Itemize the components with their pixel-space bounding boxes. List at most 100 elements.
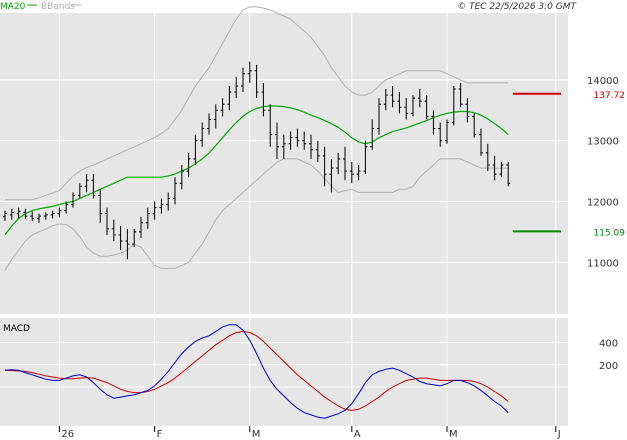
x-tick-label: M — [449, 429, 458, 440]
ohlc-bar — [322, 146, 327, 187]
ohlc-bar — [241, 67, 245, 93]
support-label: 115.09 — [594, 228, 626, 238]
price-tick-label: 13000 — [587, 137, 619, 148]
macd-grid — [0, 318, 568, 426]
ohlc-bar — [288, 131, 293, 150]
ohlc-bar — [186, 152, 191, 178]
ohlc-bar — [458, 82, 463, 108]
ma20-line — [4, 105, 509, 236]
ohlc-bar — [431, 110, 436, 135]
ohlc-bar — [485, 143, 490, 172]
ohlc-bar — [336, 152, 341, 175]
ohlc-bar — [349, 161, 354, 184]
ohlc-bar — [492, 155, 497, 181]
ohlc-bar — [438, 122, 443, 147]
legend-bbands: BBands — [41, 2, 75, 12]
bband-lower-line — [4, 158, 509, 271]
ohlc-bar — [84, 174, 89, 193]
price-panel — [0, 13, 568, 314]
ohlc-bar — [268, 104, 273, 147]
ohlc-bar — [220, 98, 225, 117]
ohlc-bar — [479, 128, 483, 156]
x-tick-label: J — [557, 429, 561, 440]
ohlc-bar — [23, 208, 28, 219]
copyright-text: © TEC 22/5/2026 3:0 GMT — [457, 2, 577, 12]
ohlc-bar — [98, 189, 103, 223]
ohlc-bar — [105, 207, 109, 235]
price-tick-label: 12000 — [587, 198, 619, 209]
ohlc-bar — [281, 134, 286, 159]
ohlc-bar — [16, 207, 21, 219]
ohlc-bar — [383, 89, 388, 111]
ohlc-bar — [261, 82, 266, 117]
ohlc-bar — [390, 85, 395, 108]
price-tick-label: 14000 — [587, 76, 619, 87]
ohlc-bar — [132, 228, 137, 248]
ohlc-bar — [424, 95, 429, 120]
ma20-layer — [4, 105, 509, 236]
ohlc-bar — [275, 122, 279, 159]
ohlc-bar — [295, 128, 300, 147]
ohlc-bar — [50, 210, 55, 219]
x-tick-label: 26 — [61, 429, 74, 440]
price-bars — [3, 61, 511, 260]
ohlc-bar — [193, 134, 198, 166]
ohlc-bar — [173, 177, 177, 205]
ohlc-bar — [207, 113, 211, 135]
ohlc-bar — [3, 210, 7, 221]
ohlc-bar — [166, 192, 171, 211]
ohlc-bar — [465, 98, 470, 123]
ohlc-bar — [71, 192, 75, 208]
ohlc-bar — [57, 207, 62, 218]
macd-signal-line — [4, 330, 509, 411]
ohlc-bar — [363, 140, 368, 175]
ohlc-bar — [315, 140, 320, 162]
ohlc-bar — [370, 119, 375, 150]
reference-lines: 137.72 115.09 — [513, 91, 626, 238]
macd-title: MACD — [3, 324, 30, 334]
ohlc-bar — [125, 228, 130, 260]
ohlc-bar — [499, 161, 504, 178]
ohlc-bar — [159, 198, 164, 214]
y-axis-labels: 11000 12000 13000 14000 200 400 — [587, 76, 619, 372]
resistance-label: 137.72 — [594, 91, 626, 101]
ohlc-bar — [234, 76, 239, 99]
ohlc-bar — [30, 211, 35, 221]
ohlc-bar — [247, 61, 252, 83]
bbands-layer — [4, 6, 509, 271]
ohlc-bar — [213, 104, 218, 129]
ohlc-bar — [302, 131, 307, 150]
x-tick-label: M — [252, 429, 261, 440]
ohlc-bar — [329, 158, 334, 193]
ohlc-bar — [111, 219, 116, 242]
ohlc-bar — [397, 92, 402, 114]
ohlc-bar — [254, 64, 259, 99]
ohlc-bar — [9, 208, 14, 220]
macd-tick-label: 400 — [599, 338, 618, 349]
ohlc-bar — [139, 216, 143, 238]
macd-line — [4, 324, 509, 419]
ohlc-bar — [451, 85, 456, 126]
legend-ma20: MA20 — [0, 2, 26, 12]
ohlc-bar — [179, 165, 184, 190]
ohlc-bar — [152, 201, 157, 220]
ohlc-bar — [118, 225, 123, 251]
price-tick-label: 11000 — [587, 258, 619, 269]
macd-tick-label: 200 — [599, 361, 618, 372]
macd-panel — [0, 318, 568, 426]
ohlc-bar — [91, 174, 96, 199]
ohlc-bar — [309, 134, 313, 159]
ohlc-bar — [227, 85, 232, 111]
ohlc-bar — [64, 201, 69, 214]
x-tick-label: A — [354, 429, 361, 440]
x-tick-label: F — [157, 429, 163, 440]
ohlc-bar — [445, 119, 449, 144]
bband-upper-line — [5, 6, 509, 201]
ohlc-bar — [377, 98, 381, 135]
ohlc-bar — [417, 89, 422, 108]
ohlc-bar — [343, 146, 347, 181]
ohlc-bar — [145, 207, 150, 229]
ohlc-bar — [356, 165, 361, 181]
ohlc-bar — [506, 161, 511, 187]
